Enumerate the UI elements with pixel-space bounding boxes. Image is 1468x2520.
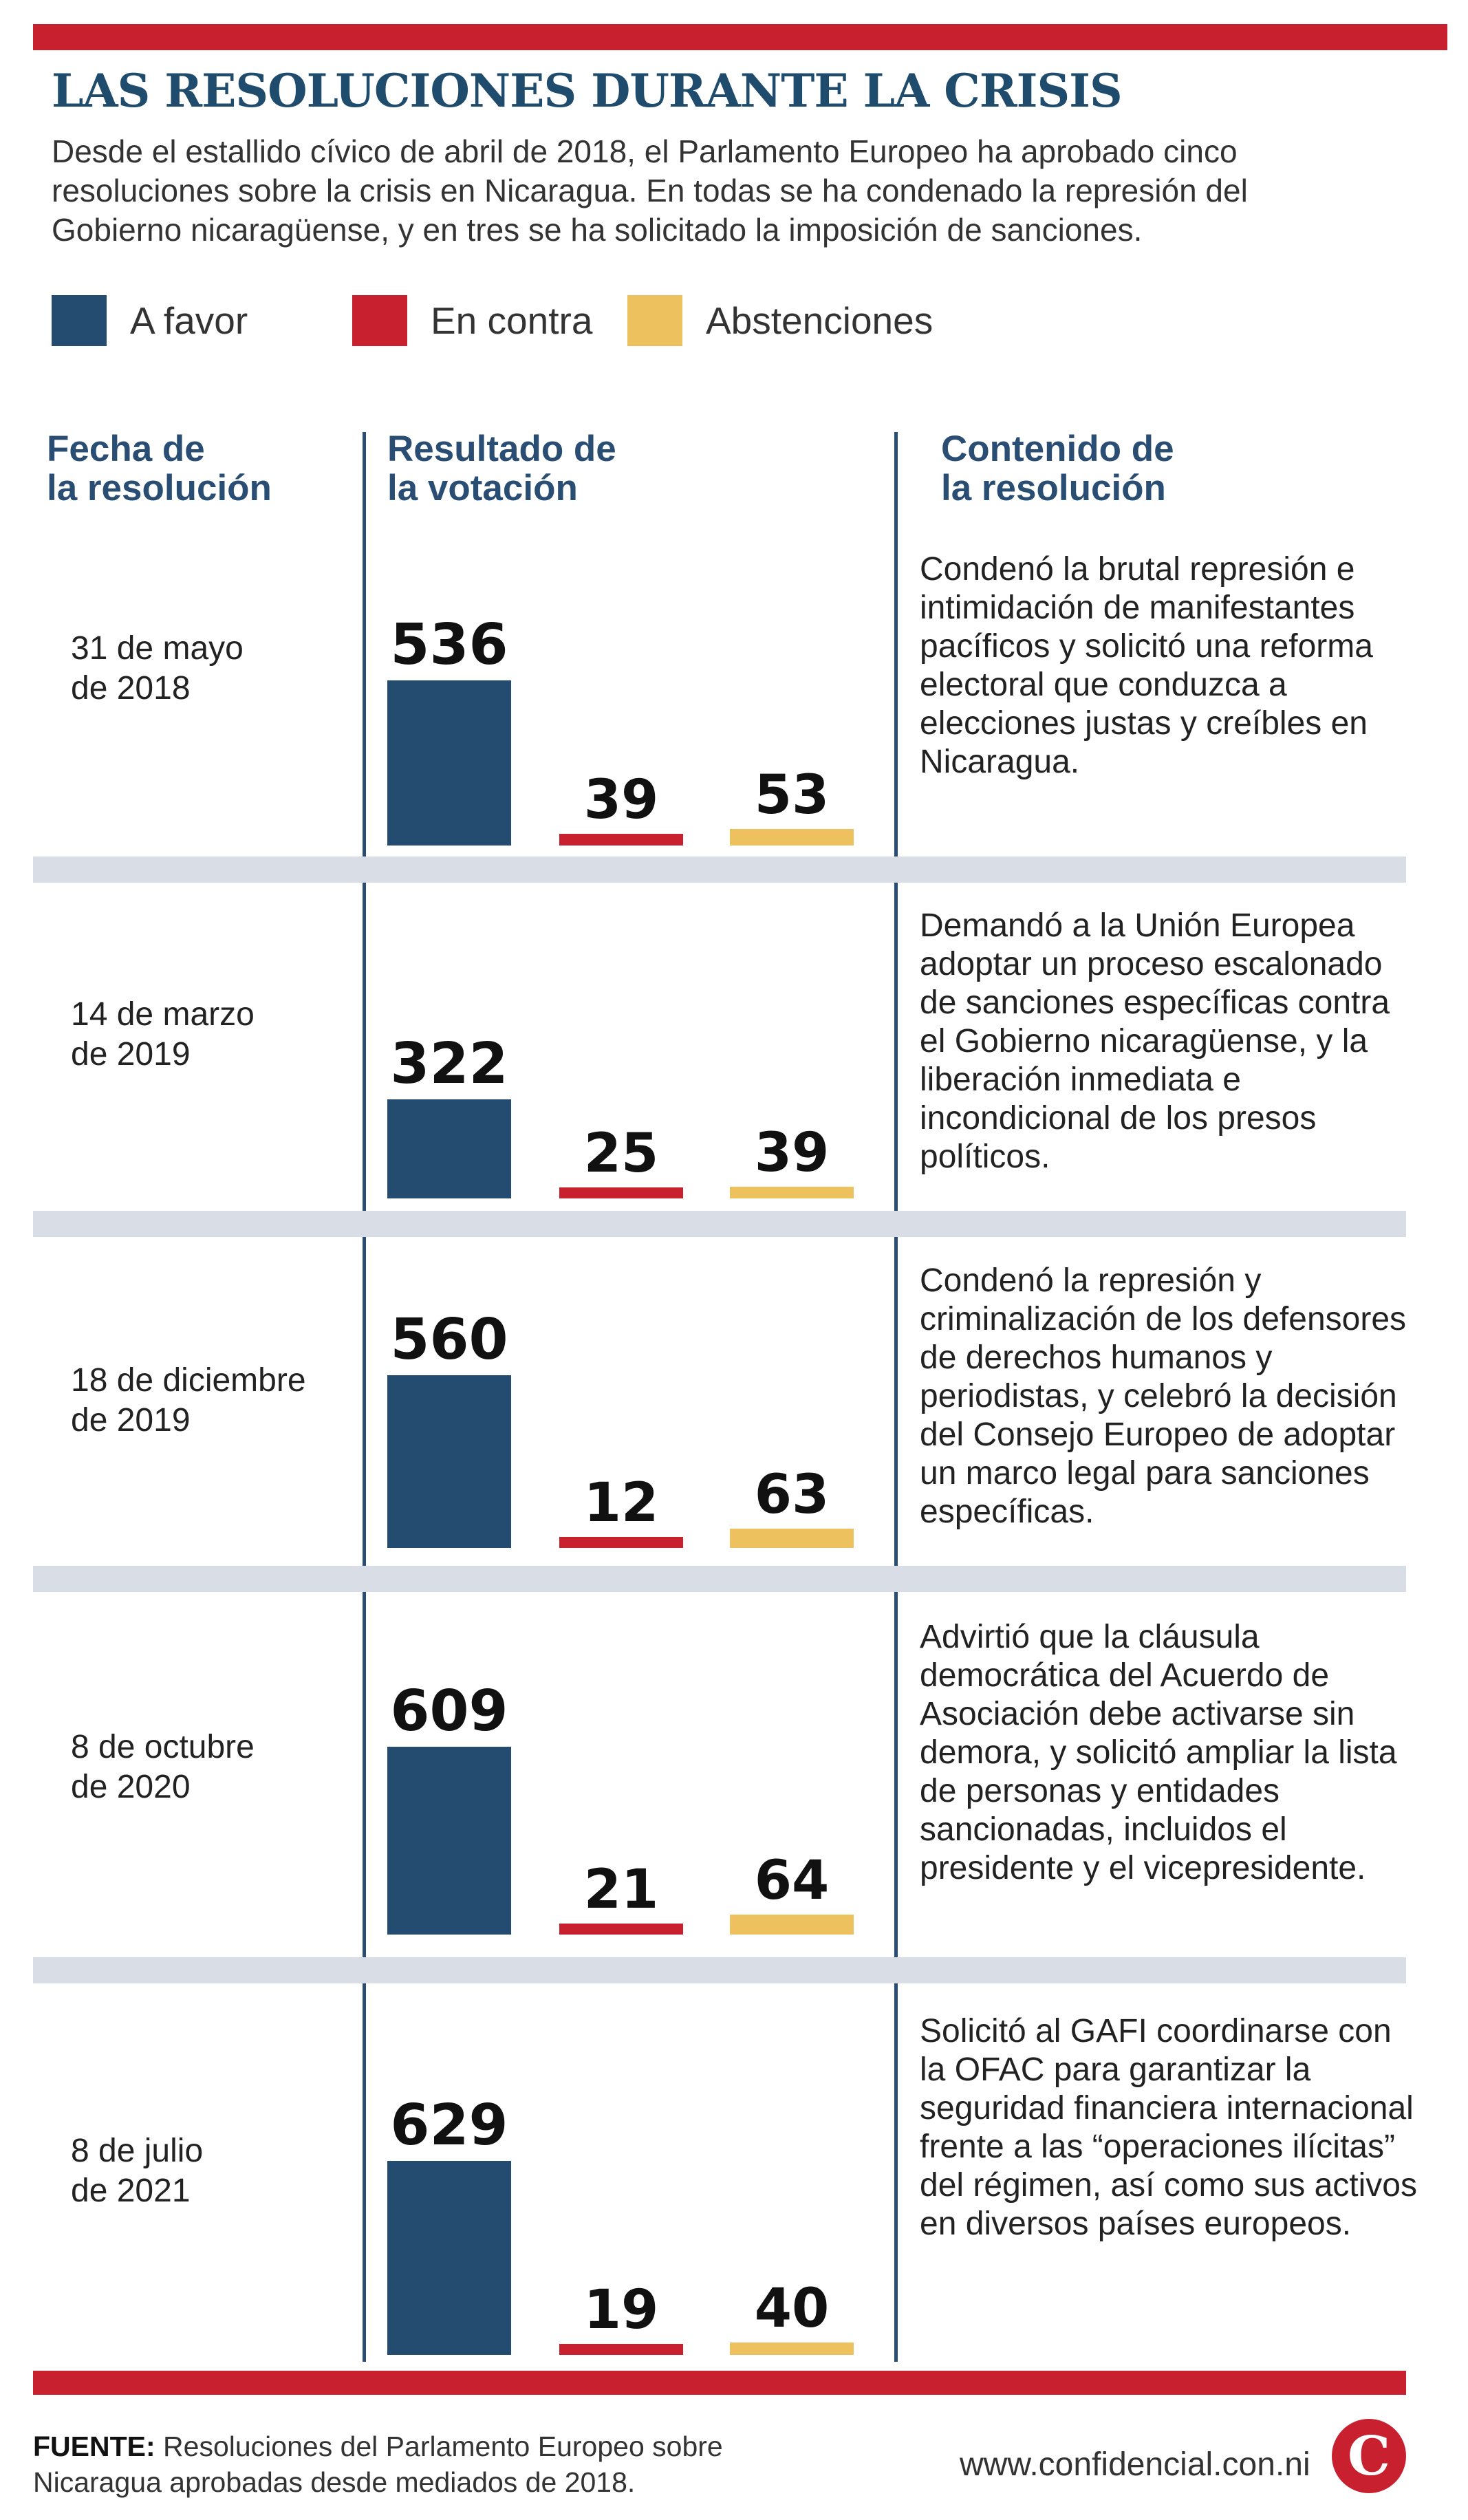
resolution-description: Condenó la represión y criminalización d… bbox=[920, 1262, 1407, 1530]
resolution-date-line2: de 2020 bbox=[71, 1769, 191, 1805]
chart-title: LAS RESOLUCIONES DURANTE LA CRISIS bbox=[52, 64, 1123, 118]
column-header-content: Contenido de la resolución bbox=[941, 429, 1174, 508]
source-note: FUENTE: Resoluciones del Parlamento Euro… bbox=[33, 2429, 824, 2500]
legend-swatch-contra bbox=[352, 295, 407, 346]
source-label: FUENTE: bbox=[33, 2431, 155, 2462]
divider-line-left bbox=[363, 432, 366, 2362]
value-label-abst: 64 bbox=[754, 1850, 830, 1913]
legend-item-contra: En contra bbox=[352, 295, 592, 346]
resolution-date-line1: 8 de octubre bbox=[71, 1729, 255, 1765]
value-label-abst: 63 bbox=[754, 1463, 830, 1526]
column-header-vote: Resultado de la votación bbox=[387, 429, 616, 508]
value-label-contra: 21 bbox=[583, 1859, 659, 1921]
value-label-abst: 40 bbox=[754, 2278, 830, 2340]
resolution-date: 18 de diciembre de 2019 bbox=[71, 1361, 374, 1441]
resolution-date: 14 de marzo de 2019 bbox=[71, 995, 374, 1075]
resolution-date-line2: de 2021 bbox=[71, 2173, 191, 2209]
resolution-description: Solicitó al GAFI coordinarse con la OFAC… bbox=[920, 2013, 1417, 2242]
bar-contra bbox=[559, 2344, 683, 2355]
value-label-favor: 560 bbox=[390, 1306, 508, 1372]
value-label-contra: 19 bbox=[583, 2279, 659, 2341]
column-header-vote-line2: la votación bbox=[387, 468, 578, 508]
bottom-accent-bar bbox=[33, 2371, 1406, 2395]
column-header-content-line1: Contenido de bbox=[941, 429, 1174, 469]
column-header-date-line2: la resolución bbox=[47, 468, 272, 508]
bar-abst bbox=[730, 2343, 854, 2355]
row-separator bbox=[33, 1211, 1406, 1237]
resolution-date-line2: de 2018 bbox=[71, 670, 191, 707]
bar-contra bbox=[559, 833, 683, 846]
legend-item-favor: A favor bbox=[52, 295, 248, 346]
resolution-description: Condenó la brutal represión e intimidaci… bbox=[920, 551, 1373, 780]
source-text: Resoluciones del Parlamento Europeo sobr… bbox=[33, 2431, 723, 2498]
value-label-abst: 53 bbox=[754, 764, 830, 827]
column-header-vote-line1: Resultado de bbox=[387, 429, 616, 469]
bar-abst bbox=[730, 1528, 854, 1548]
resolution-date-line2: de 2019 bbox=[71, 1402, 191, 1439]
resolution-date: 8 de julio de 2021 bbox=[71, 2131, 374, 2211]
legend-label-contra: En contra bbox=[431, 299, 593, 342]
top-accent-bar bbox=[33, 24, 1447, 50]
value-label-abst: 39 bbox=[754, 1121, 830, 1184]
value-label-contra: 12 bbox=[583, 1472, 659, 1534]
bar-abst bbox=[730, 1186, 854, 1198]
column-header-date-line1: Fecha de bbox=[47, 429, 205, 469]
bar-abst bbox=[730, 1915, 854, 1935]
value-label-favor: 609 bbox=[390, 1678, 508, 1744]
divider-line-right bbox=[894, 432, 898, 2362]
resolution-description: Demandó a la Unión Europea adoptar un pr… bbox=[920, 907, 1390, 1175]
column-header-date: Fecha de la resolución bbox=[47, 429, 272, 508]
bar-contra bbox=[559, 1537, 683, 1548]
bar-favor bbox=[387, 1099, 511, 1198]
legend-label-favor: A favor bbox=[130, 299, 248, 342]
value-label-favor: 322 bbox=[390, 1031, 508, 1097]
value-label-favor: 629 bbox=[390, 2092, 508, 2158]
resolution-date-line1: 8 de julio bbox=[71, 2133, 204, 2169]
legend-item-abst: Abstenciones bbox=[627, 295, 933, 346]
chart-subtitle: Desde el estallido cívico de abril de 20… bbox=[52, 133, 1248, 248]
confidencial-logo: C bbox=[1332, 2419, 1406, 2493]
bar-abst bbox=[730, 829, 854, 846]
legend-swatch-abst bbox=[627, 295, 682, 346]
bar-contra bbox=[559, 1187, 683, 1198]
bar-contra bbox=[559, 1924, 683, 1935]
resolution-date-line2: de 2019 bbox=[71, 1036, 191, 1073]
bar-favor bbox=[387, 1375, 511, 1548]
column-header-content-line2: la resolución bbox=[941, 468, 1166, 508]
resolution-date-line1: 14 de marzo bbox=[71, 996, 255, 1033]
resolution-date: 31 de mayo de 2018 bbox=[71, 629, 374, 709]
bar-favor bbox=[387, 2160, 511, 2355]
resolution-date-line1: 31 de mayo bbox=[71, 630, 244, 667]
bar-favor bbox=[387, 680, 511, 846]
legend-swatch-favor bbox=[52, 295, 107, 346]
row-separator bbox=[33, 857, 1406, 883]
value-label-contra: 39 bbox=[583, 768, 659, 831]
resolution-date-line1: 18 de diciembre bbox=[71, 1362, 306, 1399]
legend-label-abst: Abstenciones bbox=[706, 299, 933, 342]
site-url: www.confidencial.con.ni bbox=[960, 2446, 1310, 2483]
row-separator bbox=[33, 1957, 1406, 1983]
row-separator bbox=[33, 1566, 1406, 1592]
resolution-date: 8 de octubre de 2020 bbox=[71, 1727, 374, 1807]
resolution-description: Advirtió que la cláusula democrática del… bbox=[920, 1619, 1397, 1886]
value-label-contra: 25 bbox=[583, 1123, 659, 1185]
bar-favor bbox=[387, 1746, 511, 1935]
value-label-favor: 536 bbox=[390, 612, 508, 678]
